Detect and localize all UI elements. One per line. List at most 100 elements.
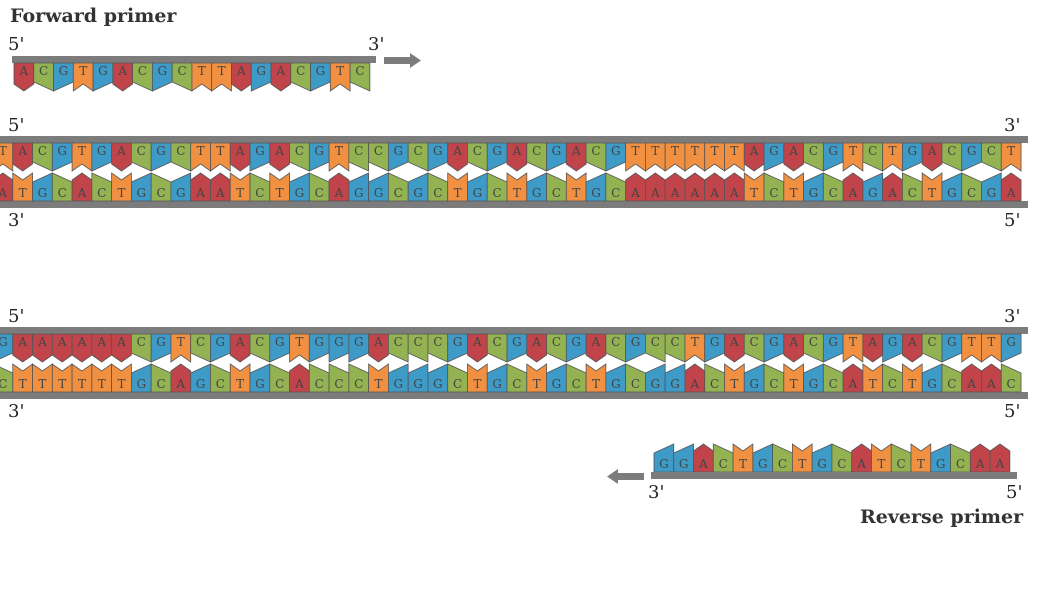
- nucleotide-letter: A: [995, 457, 1005, 471]
- dna1-bottom-base: T: [229, 172, 251, 202]
- nucleotide-shape: [170, 333, 192, 363]
- dna2-bottom-backbone: [0, 392, 1028, 399]
- forward-direction-arrow-icon: [384, 53, 421, 68]
- dna1-top-backbone: [0, 136, 1028, 143]
- nucleotide-letter: G: [828, 335, 838, 349]
- dna1-top-base: T: [190, 142, 211, 172]
- nucleotide-shape: [289, 363, 310, 393]
- nucleotide-shape: [229, 172, 251, 202]
- nucleotide-letter: G: [157, 64, 167, 78]
- nucleotide-letter: G: [413, 186, 423, 200]
- dna2-top-base: G: [348, 333, 370, 363]
- nucleotide-letter: C: [374, 144, 383, 158]
- dna2-top-base: G: [210, 333, 231, 363]
- nucleotide-letter: G: [670, 377, 680, 391]
- dna1-bottom-base: A: [0, 172, 14, 202]
- forward-primer-base: C: [33, 62, 54, 92]
- nucleotide-shape: [981, 363, 1002, 393]
- nucleotide-shape: [269, 172, 290, 202]
- dna1-bottom-base: T: [447, 172, 468, 202]
- nucleotide-shape: [170, 172, 192, 202]
- nucleotide-letter: C: [255, 186, 264, 200]
- dna2-bottom-base: C: [150, 363, 172, 393]
- dna1-bottom-base: A: [882, 172, 903, 202]
- nucleotide-shape: [882, 172, 903, 202]
- nucleotide-letter: G: [216, 335, 226, 349]
- nucleotide-shape: [902, 363, 923, 393]
- nucleotide-shape: [704, 172, 725, 202]
- nucleotide-shape: [328, 142, 350, 172]
- nucleotide-letter: T: [197, 144, 205, 158]
- nucleotide-letter: A: [294, 377, 304, 391]
- nucleotide-shape: [111, 172, 132, 202]
- reverse-primer-base: A: [851, 443, 872, 473]
- dna2-top-base: G: [150, 333, 172, 363]
- nucleotide-letter: G: [275, 335, 285, 349]
- nucleotide-letter: C: [778, 457, 787, 471]
- nucleotide-letter: A: [927, 144, 937, 158]
- dna2-top-base: A: [526, 333, 547, 363]
- nucleotide-letter: A: [77, 186, 87, 200]
- nucleotide-letter: G: [888, 335, 898, 349]
- dna2-top-base: G: [565, 333, 587, 363]
- nucleotide-letter: C: [137, 335, 146, 349]
- nucleotide-letter: C: [897, 457, 906, 471]
- dna2-bottom-base: T: [724, 363, 745, 393]
- nucleotide-letter: C: [927, 335, 936, 349]
- nucleotide-letter: G: [679, 457, 689, 471]
- dna1-bottom-base: T: [269, 172, 290, 202]
- nucleotide-letter: C: [334, 377, 343, 391]
- nucleotide-letter: A: [77, 335, 87, 349]
- nucleotide-letter: C: [176, 144, 185, 158]
- nucleotide-letter: T: [177, 335, 185, 349]
- nucleotide-shape: [32, 363, 53, 393]
- nucleotide-letter: G: [492, 144, 502, 158]
- nucleotide-shape: [447, 172, 468, 202]
- dna2-top-base: G: [941, 333, 963, 363]
- dna2-bottom-base: G: [664, 363, 686, 393]
- nucleotide-letter: G: [650, 377, 660, 391]
- nucleotide-letter: C: [631, 377, 640, 391]
- nucleotide-shape: [1000, 333, 1022, 363]
- nucleotide-shape: [506, 142, 528, 172]
- reverse-primer-backbone: [651, 472, 1017, 479]
- nucleotide-shape: [981, 333, 1002, 363]
- nucleotide-letter: T: [19, 377, 27, 391]
- dna2-top-base: C: [387, 333, 409, 363]
- dna2-top-5-prime-label: 5': [8, 306, 24, 327]
- nucleotide-letter: G: [908, 144, 918, 158]
- dna2-top-base: A: [91, 333, 113, 363]
- dna1-top-base: T: [724, 142, 745, 172]
- nucleotide-letter: C: [453, 377, 462, 391]
- forward-primer-base: A: [112, 62, 134, 92]
- nucleotide-letter: G: [374, 186, 384, 200]
- nucleotide-letter: T: [691, 335, 699, 349]
- nucleotide-letter: C: [611, 186, 620, 200]
- nucleotide-letter: A: [452, 144, 462, 158]
- nucleotide-shape: [645, 363, 666, 393]
- nucleotide-letter: G: [817, 457, 827, 471]
- dna2-top-3-prime-label: 3': [1004, 306, 1020, 327]
- forward-primer-base: T: [211, 62, 232, 92]
- nucleotide-letter: G: [196, 377, 206, 391]
- nucleotide-shape: [684, 142, 706, 172]
- dna2-bottom-base: C: [882, 363, 903, 393]
- nucleotide-letter: C: [355, 64, 364, 78]
- nucleotide-letter: C: [97, 186, 106, 200]
- nucleotide-letter: C: [809, 335, 818, 349]
- dna1-top-base: G: [427, 142, 449, 172]
- reverse-primer-base: A: [969, 443, 991, 473]
- nucleotide-letter: C: [413, 144, 422, 158]
- dna2-bottom-base: C: [210, 363, 231, 393]
- nucleotide-letter: A: [630, 186, 640, 200]
- forward-primer-base: C: [132, 62, 153, 92]
- nucleotide-shape: [111, 333, 132, 363]
- dna1-bottom-base: A: [328, 172, 350, 202]
- nucleotide-letter: T: [889, 144, 897, 158]
- dna2-top-base: A: [902, 333, 923, 363]
- dna1-top-base: T: [645, 142, 666, 172]
- dna1-top-base: T: [882, 142, 903, 172]
- nucleotide-shape: [368, 363, 389, 393]
- nucleotide-shape: [170, 363, 192, 393]
- nucleotide-shape: [862, 172, 884, 202]
